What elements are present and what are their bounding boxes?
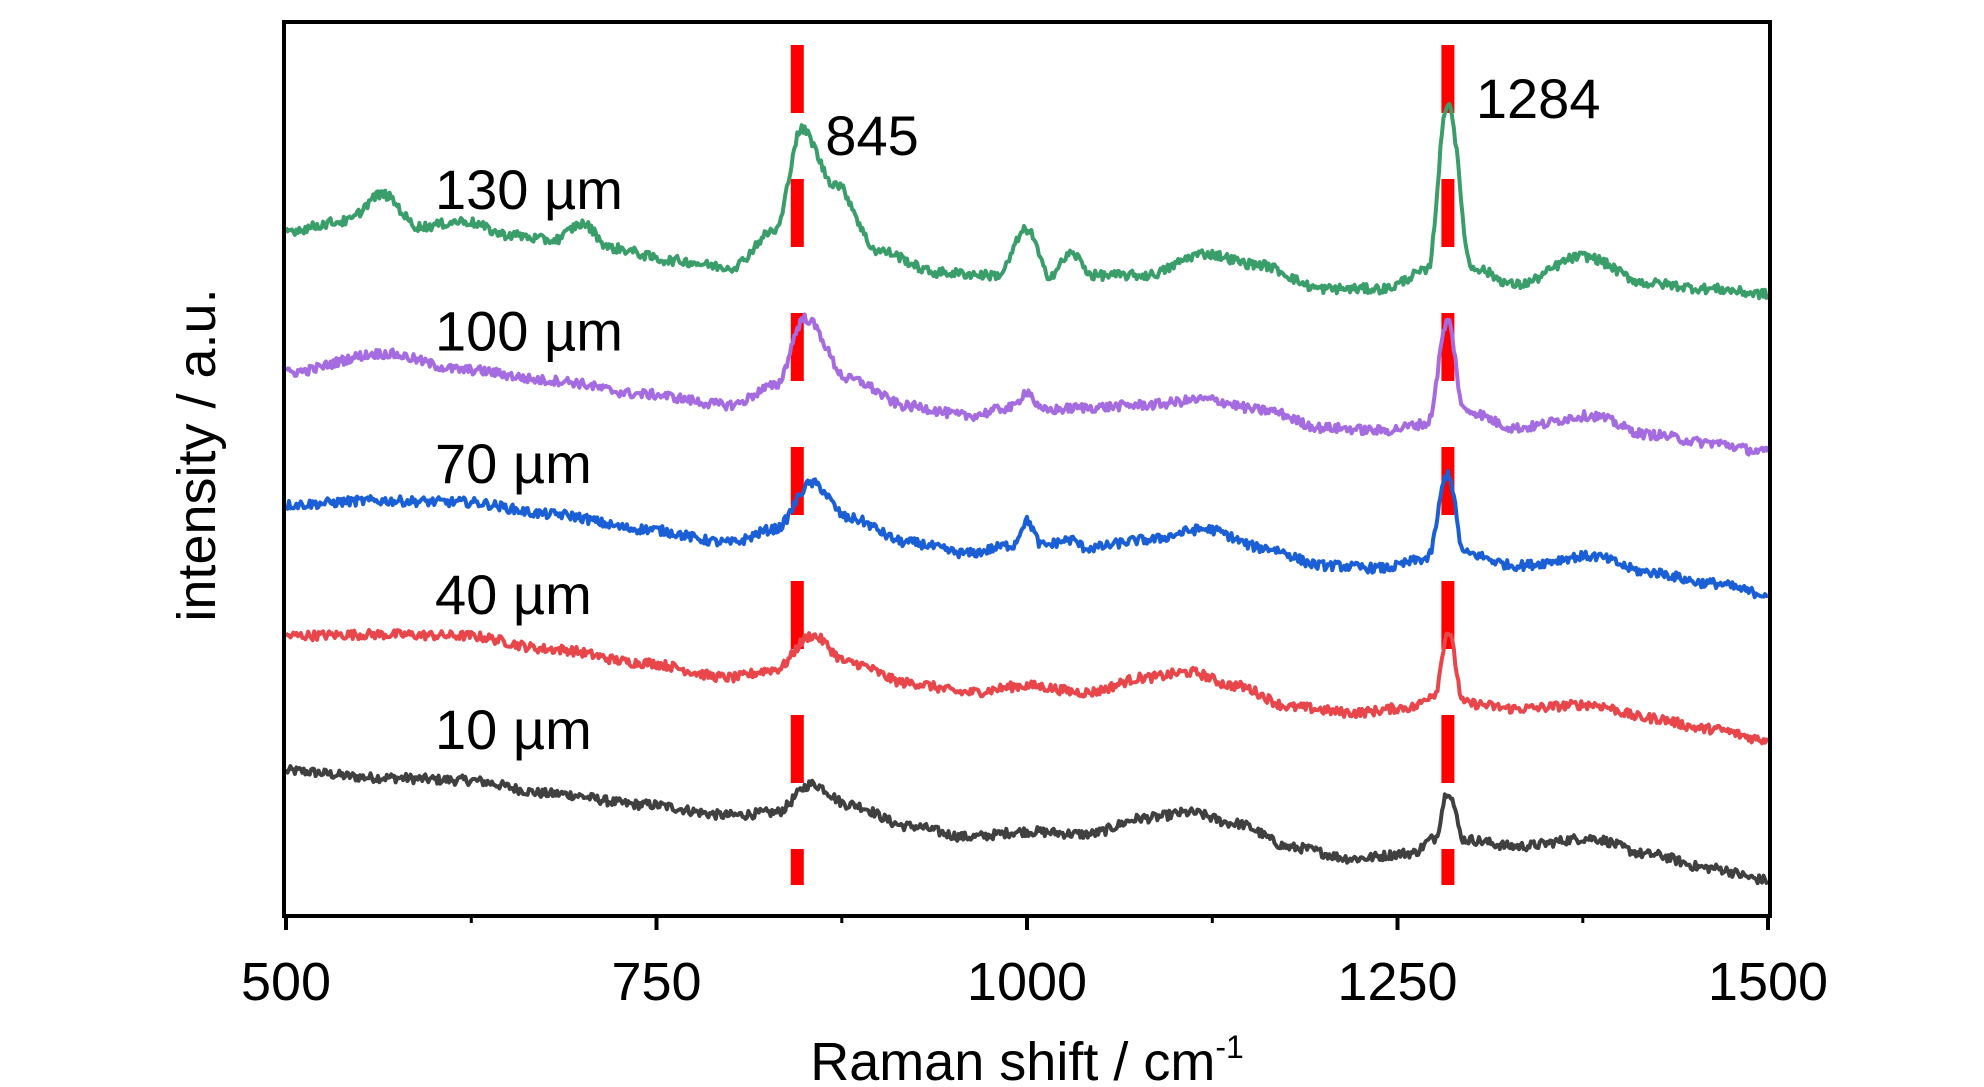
- series-label: 100 µm: [435, 300, 623, 363]
- x-axis-ticks: [284, 914, 1770, 930]
- reference-lines: [790, 45, 1455, 885]
- trace-labels: 10 µm 40 µm 70 µm 100 µm 130 µm: [435, 158, 623, 761]
- x-axis-title-superscript: -1: [1215, 1029, 1243, 1065]
- series-line: [284, 312, 1770, 457]
- y-axis-title: intensity / a.u.: [167, 288, 227, 621]
- x-tick-label: 750: [611, 952, 701, 1012]
- x-tick-label: 500: [241, 952, 331, 1012]
- x-tick-label: 1500: [1708, 952, 1828, 1012]
- x-tick-label: 1000: [967, 952, 1087, 1012]
- x-tick-label: 1250: [1337, 952, 1457, 1012]
- series-line: [284, 764, 1770, 886]
- series-line: [284, 628, 1770, 746]
- series-label: 70 µm: [435, 432, 592, 495]
- series-label: 40 µm: [435, 563, 592, 626]
- series-label: 10 µm: [435, 698, 592, 761]
- spectra-traces: [284, 102, 1770, 886]
- series-line: [284, 469, 1769, 600]
- peak-labels: 845 1284: [825, 67, 1600, 167]
- peak-label: 845: [825, 104, 918, 167]
- series-label: 130 µm: [435, 158, 623, 221]
- x-axis-tick-labels: 500 750 1000 1250 1500: [241, 952, 1828, 1012]
- peak-label: 1284: [1476, 67, 1601, 130]
- series-line: [284, 102, 1770, 301]
- x-axis-title: Raman shift / cm-1: [810, 1029, 1244, 1087]
